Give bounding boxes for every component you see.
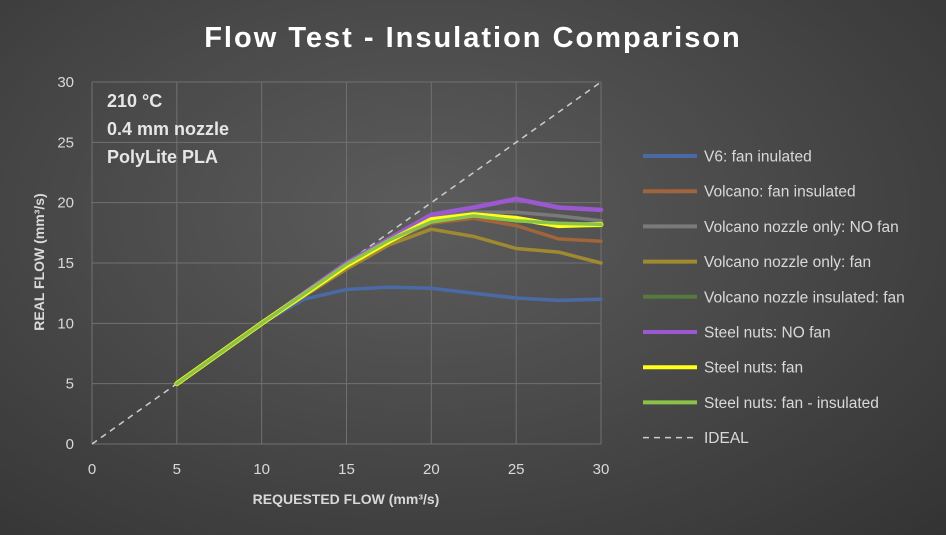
x-axis-title: REQUESTED FLOW (mm³/s) bbox=[253, 491, 440, 507]
y-tick-label: 20 bbox=[57, 195, 74, 212]
series-line-3 bbox=[175, 227, 603, 386]
x-tick-label: 5 bbox=[173, 461, 181, 478]
legend-item: Steel nuts: fan bbox=[643, 360, 803, 377]
chart-title: Flow Test - Insulation Comparison bbox=[204, 22, 742, 54]
plot-series bbox=[91, 81, 604, 445]
legend-item: Volcano nozzle only: NO fan bbox=[643, 219, 899, 236]
x-tick-label: 25 bbox=[508, 461, 525, 478]
axis-ticks: 0 5 10 15 20 25 30 0 5 10 15 20 25 30 bbox=[57, 74, 609, 478]
annotation-line: 0.4 mm nozzle bbox=[107, 119, 229, 139]
y-tick-label: 5 bbox=[66, 376, 74, 393]
y-tick-label: 10 bbox=[57, 315, 74, 332]
legend-label: Volcano nozzle insulated: fan bbox=[704, 289, 905, 306]
legend-label: Steel nuts: NO fan bbox=[704, 325, 831, 342]
legend-label: Steel nuts: fan bbox=[704, 360, 803, 377]
legend-label: V6: fan inulated bbox=[704, 149, 812, 166]
annotation-line: PolyLite PLA bbox=[107, 147, 218, 167]
x-tick-label: 30 bbox=[593, 461, 610, 478]
legend-item: Steel nuts: NO fan bbox=[643, 325, 831, 342]
series-line-5 bbox=[174, 196, 604, 386]
annotation-line: 210 °C bbox=[107, 91, 162, 111]
annotations: 210 °C 0.4 mm nozzle PolyLite PLA bbox=[107, 91, 229, 167]
series-line-7 bbox=[175, 214, 603, 386]
legend-label: Steel nuts: fan - insulated bbox=[704, 395, 879, 412]
legend-label: Volcano nozzle only: fan bbox=[704, 254, 871, 271]
legend-label: IDEAL bbox=[704, 430, 749, 447]
legend-item: Volcano nozzle only: fan bbox=[643, 254, 871, 271]
legend-item: Volcano nozzle insulated: fan bbox=[643, 289, 905, 306]
y-tick-label: 25 bbox=[57, 134, 74, 151]
y-tick-label: 0 bbox=[66, 436, 74, 453]
legend-label: Volcano: fan insulated bbox=[704, 184, 856, 201]
legend-item: Volcano: fan insulated bbox=[643, 184, 856, 201]
x-tick-label: 15 bbox=[338, 461, 355, 478]
y-tick-label: 30 bbox=[57, 74, 74, 91]
legend-item: IDEAL bbox=[643, 430, 749, 447]
y-tick-label: 15 bbox=[57, 255, 74, 272]
x-tick-label: 10 bbox=[253, 461, 270, 478]
legend: V6: fan inulated Volcano: fan insulated Vo… bbox=[643, 149, 905, 447]
legend-item: V6: fan inulated bbox=[643, 149, 812, 166]
legend-label: Volcano nozzle only: NO fan bbox=[704, 219, 899, 236]
x-tick-label: 0 bbox=[88, 461, 96, 478]
x-tick-label: 20 bbox=[423, 461, 440, 478]
y-axis-title: REAL FLOW (mm³/s) bbox=[31, 193, 47, 330]
legend-item: Steel nuts: fan - insulated bbox=[643, 395, 879, 412]
